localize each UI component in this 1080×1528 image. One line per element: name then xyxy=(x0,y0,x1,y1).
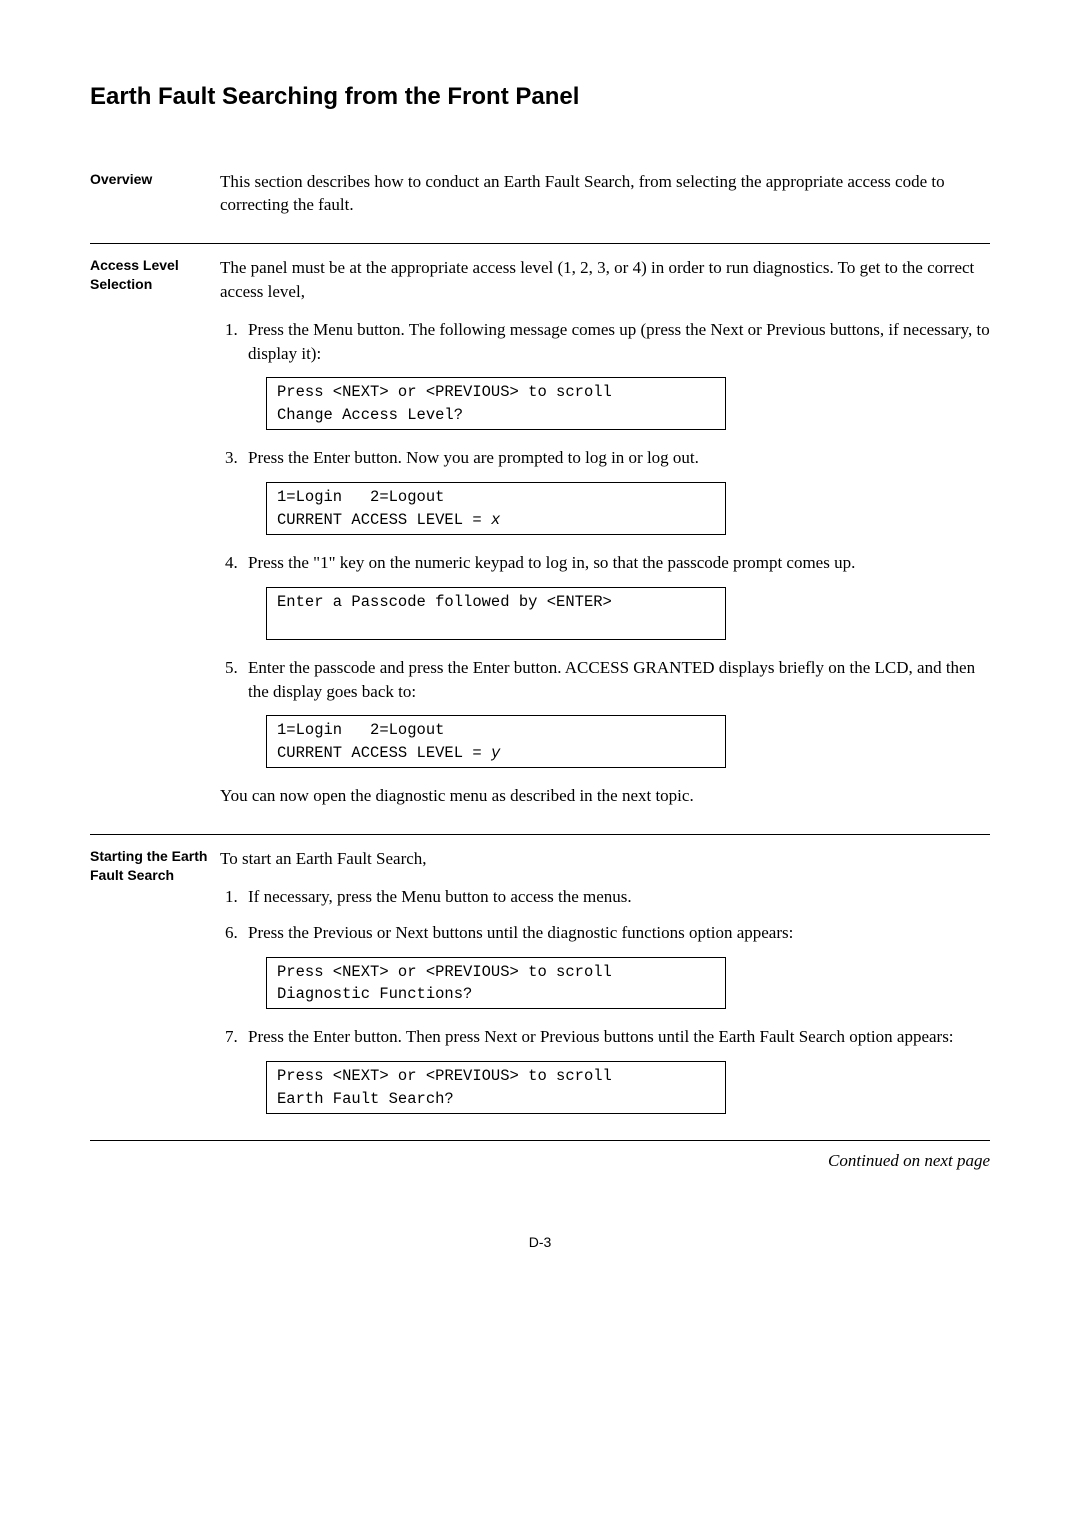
page-title: Earth Fault Searching from the Front Pan… xyxy=(90,80,990,114)
access-outro: You can now open the diagnostic menu as … xyxy=(220,784,990,808)
access-level-section: Access Level Selection The panel must be… xyxy=(90,243,990,822)
access-level-label: Access Level Selection xyxy=(90,256,220,822)
lcd-login-y-pre: 1=Login 2=Logout CURRENT ACCESS LEVEL = xyxy=(277,721,491,761)
access-step-3: Press the Enter button. Now you are prom… xyxy=(242,446,990,470)
access-intro: The panel must be at the appropriate acc… xyxy=(220,256,990,304)
overview-section: Overview This section describes how to c… xyxy=(90,158,990,232)
overview-label: Overview xyxy=(90,170,220,232)
access-step-1: Press the Menu button. The following mes… xyxy=(242,318,990,366)
lcd-diagnostic: Press <NEXT> or <PREVIOUS> to scroll Dia… xyxy=(266,957,726,1010)
lcd-login-x-var: x xyxy=(491,511,500,529)
lcd-passcode: Enter a Passcode followed by <ENTER> xyxy=(266,587,726,640)
starting-section: Starting the Earth Fault Search To start… xyxy=(90,834,990,1141)
lcd-earth-fault: Press <NEXT> or <PREVIOUS> to scroll Ear… xyxy=(266,1061,726,1114)
page-number: D-3 xyxy=(90,1233,990,1253)
lcd-login-y-var: y xyxy=(491,744,500,762)
lcd-login-x: 1=Login 2=Logout CURRENT ACCESS LEVEL = … xyxy=(266,482,726,535)
starting-step-7: Press the Enter button. Then press Next … xyxy=(242,1025,990,1049)
continued-text: Continued on next page xyxy=(90,1149,990,1173)
access-step-4: Press the "1" key on the numeric keypad … xyxy=(242,551,990,575)
starting-label: Starting the Earth Fault Search xyxy=(90,847,220,1130)
starting-intro: To start an Earth Fault Search, xyxy=(220,847,990,871)
lcd-login-y: 1=Login 2=Logout CURRENT ACCESS LEVEL = … xyxy=(266,715,726,768)
access-step-5: Enter the passcode and press the Enter b… xyxy=(242,656,990,704)
lcd-login-x-pre: 1=Login 2=Logout CURRENT ACCESS LEVEL = xyxy=(277,488,491,528)
starting-step-1: If necessary, press the Menu button to a… xyxy=(242,885,990,909)
overview-text: This section describes how to conduct an… xyxy=(220,170,990,218)
lcd-change-access: Press <NEXT> or <PREVIOUS> to scroll Cha… xyxy=(266,377,726,430)
starting-step-6: Press the Previous or Next buttons until… xyxy=(242,921,990,945)
